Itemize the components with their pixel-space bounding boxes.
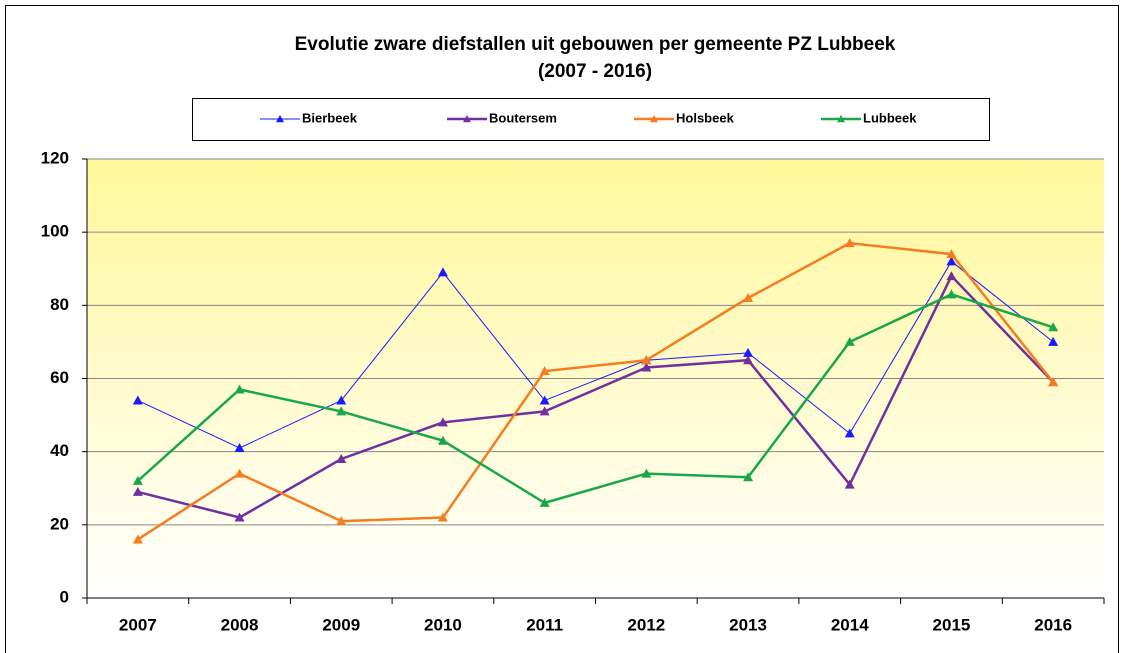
data-point — [946, 256, 957, 266]
data-point — [336, 406, 347, 416]
y-tick-label: 120 — [41, 148, 69, 167]
data-point — [743, 293, 754, 303]
data-point — [437, 417, 448, 427]
x-tick-label: 2007 — [119, 615, 157, 634]
x-tick-label: 2010 — [424, 615, 462, 634]
chart-subtitle: (2007 - 2016) — [538, 61, 652, 82]
data-point — [743, 355, 754, 365]
data-point — [234, 384, 245, 394]
data-point — [539, 395, 550, 405]
y-tick-label: 80 — [50, 295, 69, 314]
y-tick-label: 20 — [50, 514, 69, 533]
series-line — [137, 293, 1054, 505]
x-tick-label: 2014 — [831, 615, 869, 634]
y-tick-label: 40 — [50, 441, 69, 460]
legend-marker — [837, 115, 845, 123]
data-point — [234, 512, 245, 522]
series-line — [137, 260, 1054, 449]
data-point — [437, 512, 448, 522]
data-point — [539, 497, 550, 507]
legend-label: Bierbeek — [302, 110, 358, 125]
data-point — [946, 271, 957, 281]
legend-label: Holsbeek — [676, 110, 735, 125]
x-tick-label: 2015 — [933, 615, 971, 634]
data-point — [234, 468, 245, 478]
data-point — [844, 238, 855, 248]
legend-marker — [463, 115, 471, 123]
data-point — [641, 468, 652, 478]
data-point — [539, 366, 550, 376]
x-tick-label: 2013 — [729, 615, 767, 634]
data-point — [641, 362, 652, 372]
chart-title: Evolutie zware diefstallen uit gebouwen … — [295, 34, 896, 55]
data-point — [336, 453, 347, 463]
data-point — [437, 435, 448, 445]
x-tick-label: 2008 — [221, 615, 259, 634]
series-line — [137, 273, 1055, 519]
data-point — [1048, 322, 1059, 332]
x-tick-label: 2012 — [627, 615, 665, 634]
data-point — [844, 479, 855, 489]
x-tick-label: 2009 — [322, 615, 360, 634]
data-point — [539, 406, 550, 416]
data-point — [946, 249, 957, 259]
data-point — [132, 534, 143, 544]
data-point — [1048, 336, 1059, 346]
x-tick-label: 2016 — [1034, 615, 1072, 634]
y-tick-label: 0 — [60, 587, 69, 606]
data-point — [641, 355, 652, 365]
x-tick-label: 2011 — [526, 615, 563, 634]
y-tick-label: 100 — [41, 222, 69, 241]
y-tick-label: 60 — [50, 368, 69, 387]
data-point — [743, 472, 754, 482]
legend-label: Lubbeek — [863, 110, 917, 125]
data-point — [234, 443, 245, 453]
data-point — [132, 475, 143, 485]
data-point — [336, 516, 347, 526]
data-point — [743, 347, 754, 357]
data-point — [844, 336, 855, 346]
data-point — [132, 395, 143, 405]
data-point — [946, 289, 957, 299]
data-point — [437, 267, 448, 277]
data-point — [336, 395, 347, 405]
legend-marker — [650, 115, 658, 123]
data-point — [1048, 377, 1059, 387]
data-point — [844, 428, 855, 438]
legend-label: Boutersem — [489, 110, 557, 125]
series-line — [137, 241, 1055, 541]
data-point — [132, 486, 143, 496]
legend-marker — [276, 115, 284, 123]
